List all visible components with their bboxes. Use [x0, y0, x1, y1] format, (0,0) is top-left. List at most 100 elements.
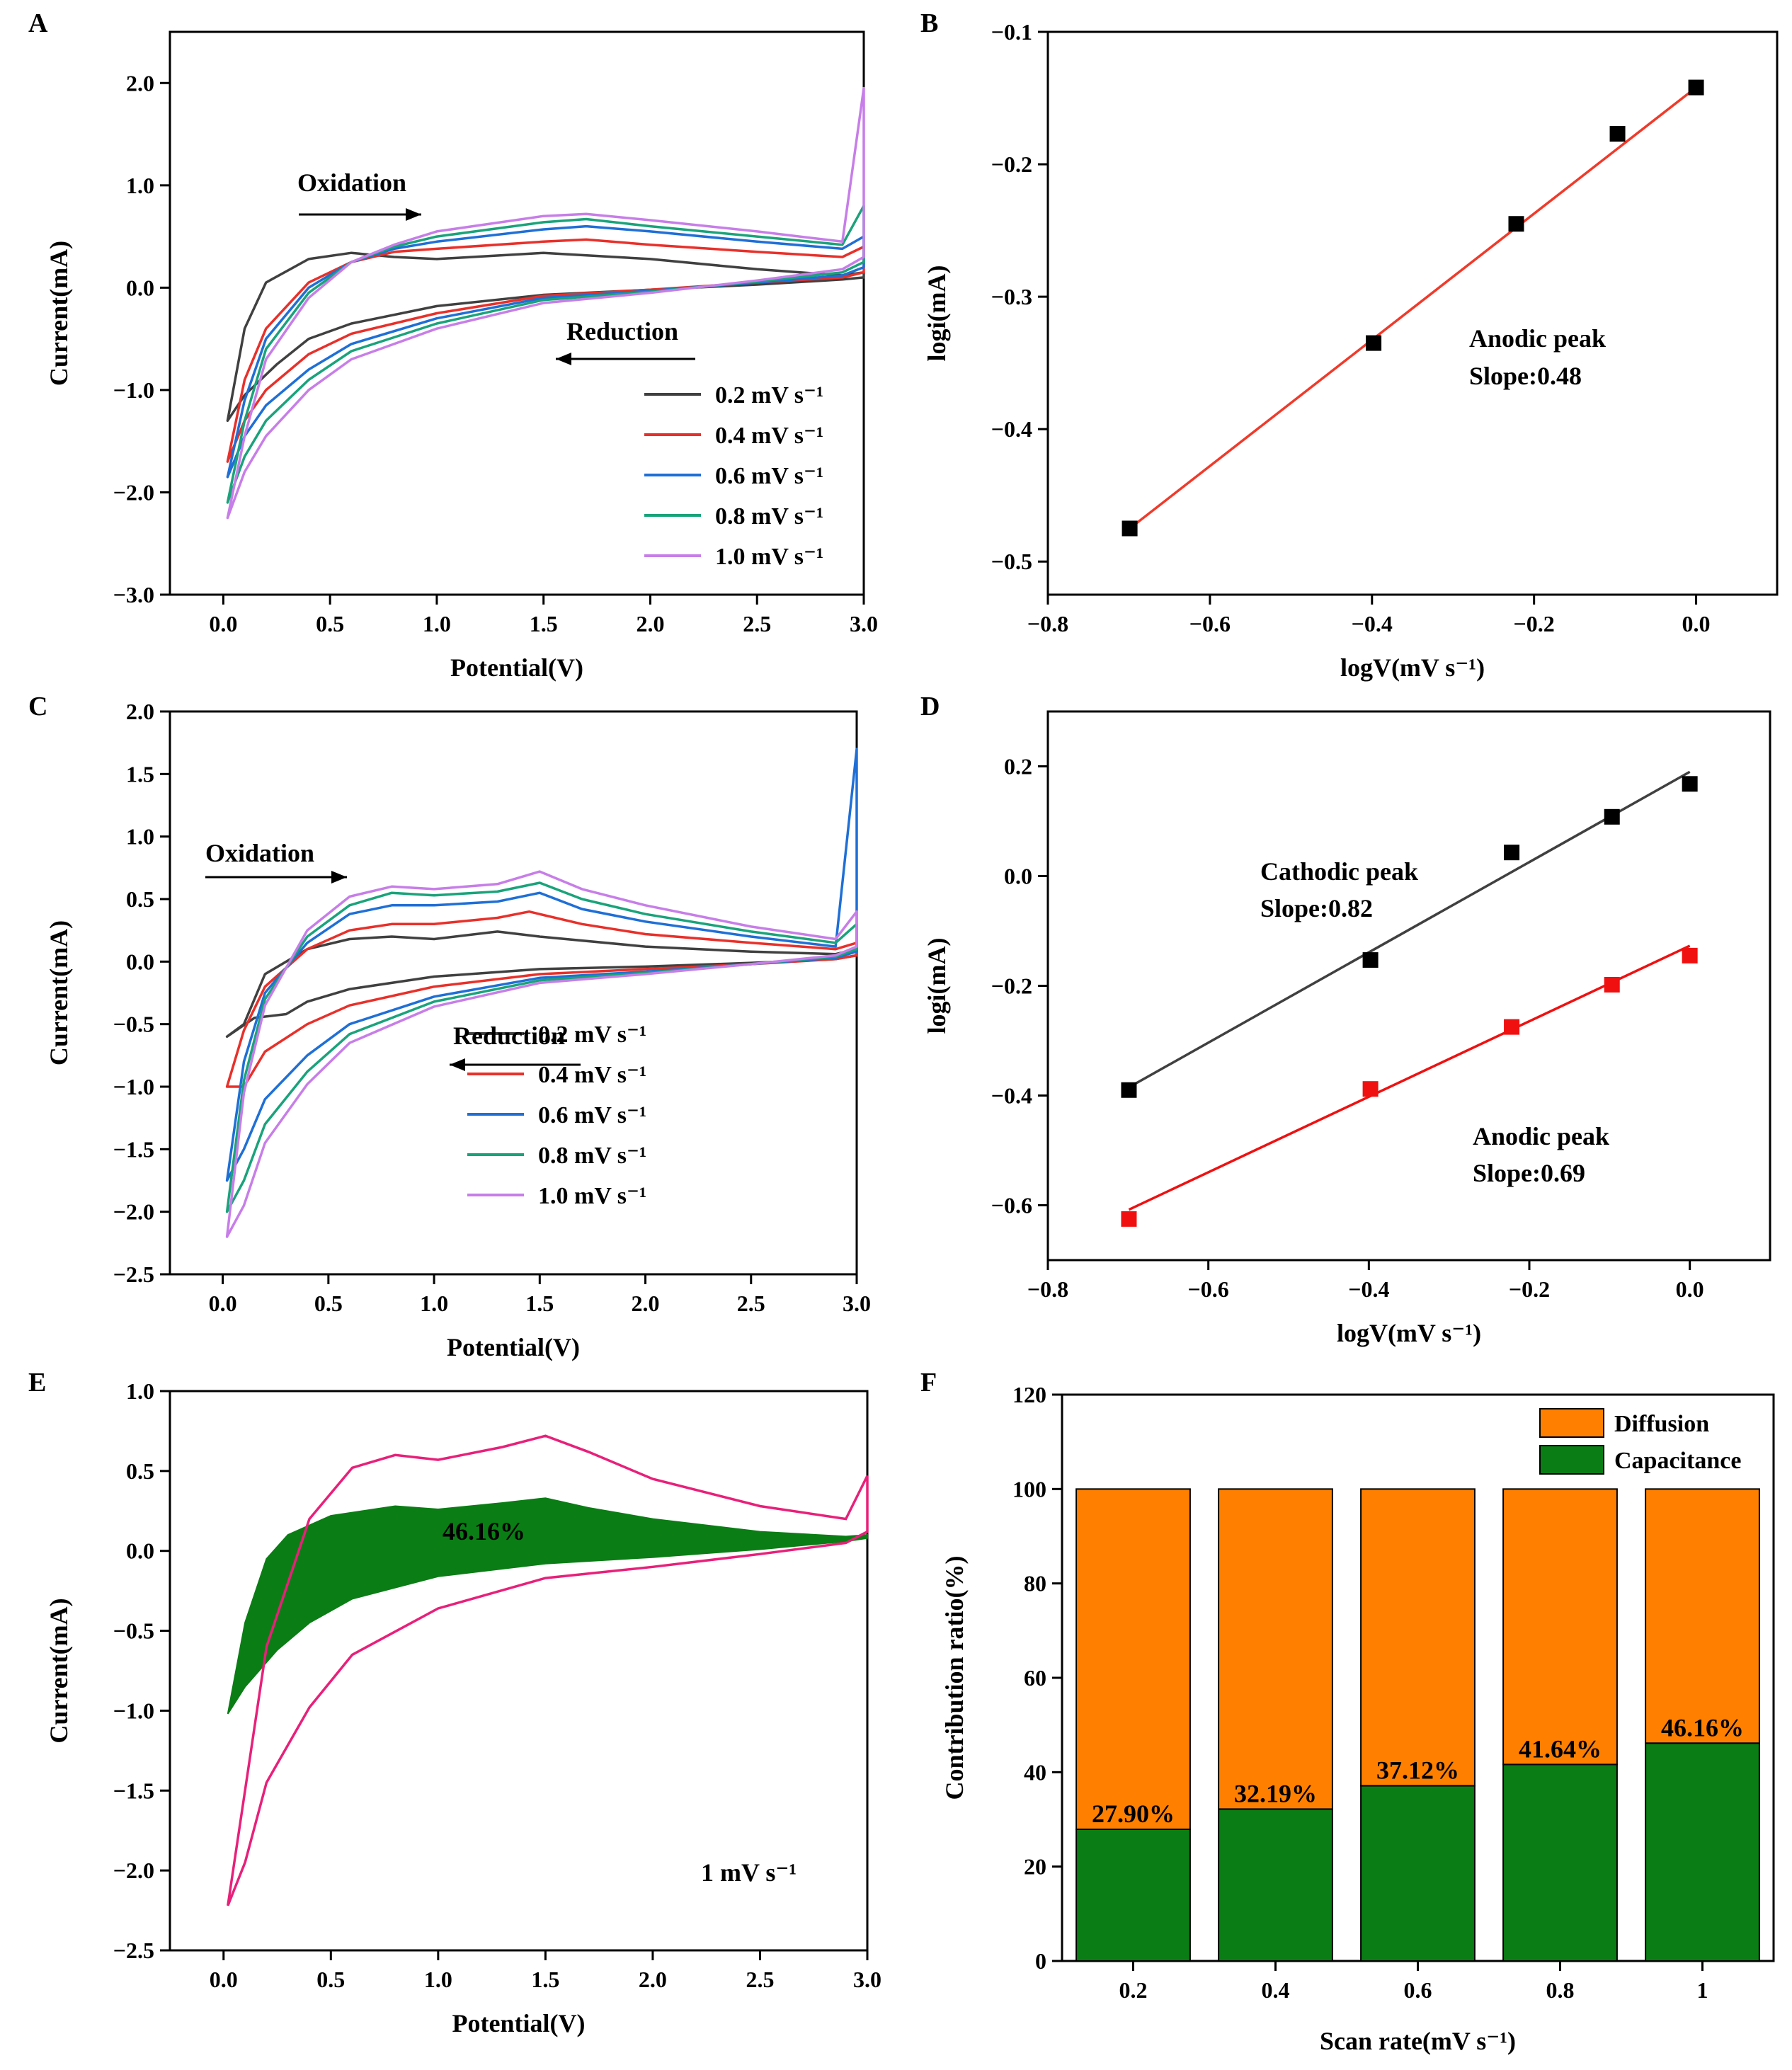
x-tick-label-A: 0.5 [316, 611, 344, 636]
legend-label: 0.2 mV s⁻¹ [715, 382, 823, 408]
annotation-slope: Slope:0.48 [1469, 362, 1582, 390]
y-tick-label-C: 2.0 [126, 699, 154, 724]
data-point [1504, 1019, 1520, 1035]
annotation-anodic-peak: Anodic peak [1473, 1122, 1609, 1150]
x-tick-label-A: 2.5 [743, 611, 771, 636]
panel-label-A: A [28, 8, 48, 38]
x-tick-label-C: 0.5 [314, 1291, 343, 1316]
y-tick-label-E: 0.0 [126, 1538, 154, 1564]
x-tick-label-F: 0.4 [1262, 1977, 1290, 2003]
annotation-percentage: 46.16% [443, 1517, 525, 1545]
y-tick-label-A: 0.0 [126, 275, 154, 300]
legend-swatch [1539, 1408, 1604, 1438]
x-tick-label-A: 1.0 [423, 611, 451, 636]
y-axis-label-D: logi(mA) [923, 938, 951, 1034]
x-axis-label-A: Potential(V) [450, 653, 583, 682]
data-point [1682, 947, 1698, 963]
total-cv-line [227, 1434, 869, 1906]
legend-label: 0.4 mV s⁻¹ [538, 1062, 646, 1088]
axes-frame-A [169, 30, 865, 596]
y-tick-label-E: 0.5 [126, 1458, 154, 1484]
panel-label-C: C [28, 692, 47, 721]
y-tick-label-C: −2.0 [113, 1199, 154, 1225]
data-point [1604, 808, 1620, 825]
y-tick-label-C: −1.5 [113, 1136, 154, 1162]
x-tick-label-D: −0.8 [1027, 1276, 1068, 1302]
y-tick-label-F: 100 [1012, 1476, 1046, 1502]
y-tick-label-B: −0.2 [991, 151, 1032, 177]
panel-label-F: F [920, 1368, 937, 1397]
x-tick-label-A: 2.0 [636, 611, 664, 636]
y-tick-label-A: −2.0 [113, 479, 154, 505]
bar-data-label: 37.12% [1376, 1756, 1459, 1785]
annotation-cathodic-peak: Cathodic peak [1260, 857, 1418, 886]
fit-line [1128, 944, 1691, 1211]
fit-line [1128, 770, 1691, 1089]
x-tick-label-A: 1.5 [530, 611, 558, 636]
y-tick-label-B: −0.1 [991, 19, 1032, 45]
bar-diffusion [1218, 1488, 1333, 1810]
data-point [1604, 976, 1620, 993]
data-point [1362, 952, 1379, 968]
data-point [1121, 1211, 1137, 1227]
annotation-reduction: Reduction [566, 317, 678, 345]
x-axis-label-F: Scan rate(mV s⁻¹) [1320, 2027, 1516, 2055]
panel-label-E: E [28, 1368, 46, 1397]
panel-label-B: B [920, 8, 938, 38]
panel-F: F 0 20 40 60 80 100 120 27.90% 0.2 32.19% 0.4 37.12%… [920, 1368, 1775, 2055]
x-tick-label-B: −0.6 [1189, 611, 1231, 636]
x-tick-label-C: 1.0 [420, 1291, 448, 1316]
y-tick-label-D: −0.4 [991, 1083, 1032, 1109]
legend-label: 1.0 mV s⁻¹ [538, 1183, 646, 1209]
data-point [1609, 126, 1626, 142]
oxidation-arrow-head [331, 871, 347, 884]
data-point [1122, 520, 1138, 537]
y-tick-label-F: 60 [1024, 1665, 1046, 1691]
axes-frame-B [1046, 30, 1779, 596]
x-tick-label-C: 0.0 [209, 1291, 237, 1316]
x-axis-label-B: logV(mV s⁻¹) [1340, 653, 1485, 682]
x-tick-label-B: 0.0 [1682, 611, 1711, 636]
x-tick-label-C: 2.5 [737, 1291, 765, 1316]
y-tick-label-E: −0.5 [113, 1618, 154, 1644]
axes-frame-C [169, 710, 858, 1276]
annotation-scan-rate: 1 mV s⁻¹ [701, 1858, 797, 1887]
bar-diffusion [1645, 1488, 1760, 1744]
x-tick-label-A: 3.0 [850, 611, 878, 636]
x-tick-label-E: 2.0 [639, 1967, 667, 1992]
series-line [225, 748, 858, 1182]
y-tick-label-A: −3.0 [113, 582, 154, 607]
x-tick-label-C: 1.5 [525, 1291, 554, 1316]
x-tick-label-B: −0.2 [1514, 611, 1555, 636]
reduction-arrow-head [556, 353, 571, 365]
y-tick-label-D: −0.2 [991, 973, 1032, 999]
series-line [225, 870, 858, 1238]
x-tick-label-D: 0.0 [1676, 1276, 1704, 1302]
y-tick-label-A: 1.0 [126, 173, 154, 198]
y-axis-label-A: Current(mA) [45, 241, 73, 386]
oxidation-arrow-head [406, 208, 421, 221]
y-tick-label-C: 0.5 [126, 886, 154, 912]
bar-data-label: 27.90% [1092, 1800, 1175, 1828]
y-tick-label-C: −0.5 [113, 1012, 154, 1037]
y-tick-label-D: 0.2 [1004, 754, 1032, 779]
y-tick-label-C: 0.0 [126, 949, 154, 974]
series-line [225, 910, 858, 1088]
annotation-oxidation: Oxidation [205, 839, 314, 867]
y-tick-label-F: 40 [1024, 1759, 1046, 1785]
series-line [225, 881, 858, 1213]
y-axis-label-B: logi(mA) [923, 265, 951, 362]
legend-label: 0.2 mV s⁻¹ [538, 1022, 646, 1048]
x-axis-label-D: logV(mV s⁻¹) [1337, 1319, 1481, 1347]
axes-frame-D [1046, 710, 1771, 1262]
y-tick-label-F: 80 [1024, 1571, 1046, 1596]
bar-capacitance [1075, 1829, 1191, 1962]
legend-label: 1.0 mV s⁻¹ [715, 544, 823, 570]
y-tick-label-B: −0.3 [991, 284, 1032, 309]
y-tick-label-E: 1.0 [126, 1378, 154, 1404]
legend-label: 0.4 mV s⁻¹ [715, 423, 823, 449]
x-tick-label-D: −0.2 [1509, 1276, 1550, 1302]
x-tick-label-C: 2.0 [632, 1291, 660, 1316]
data-point [1688, 79, 1704, 96]
